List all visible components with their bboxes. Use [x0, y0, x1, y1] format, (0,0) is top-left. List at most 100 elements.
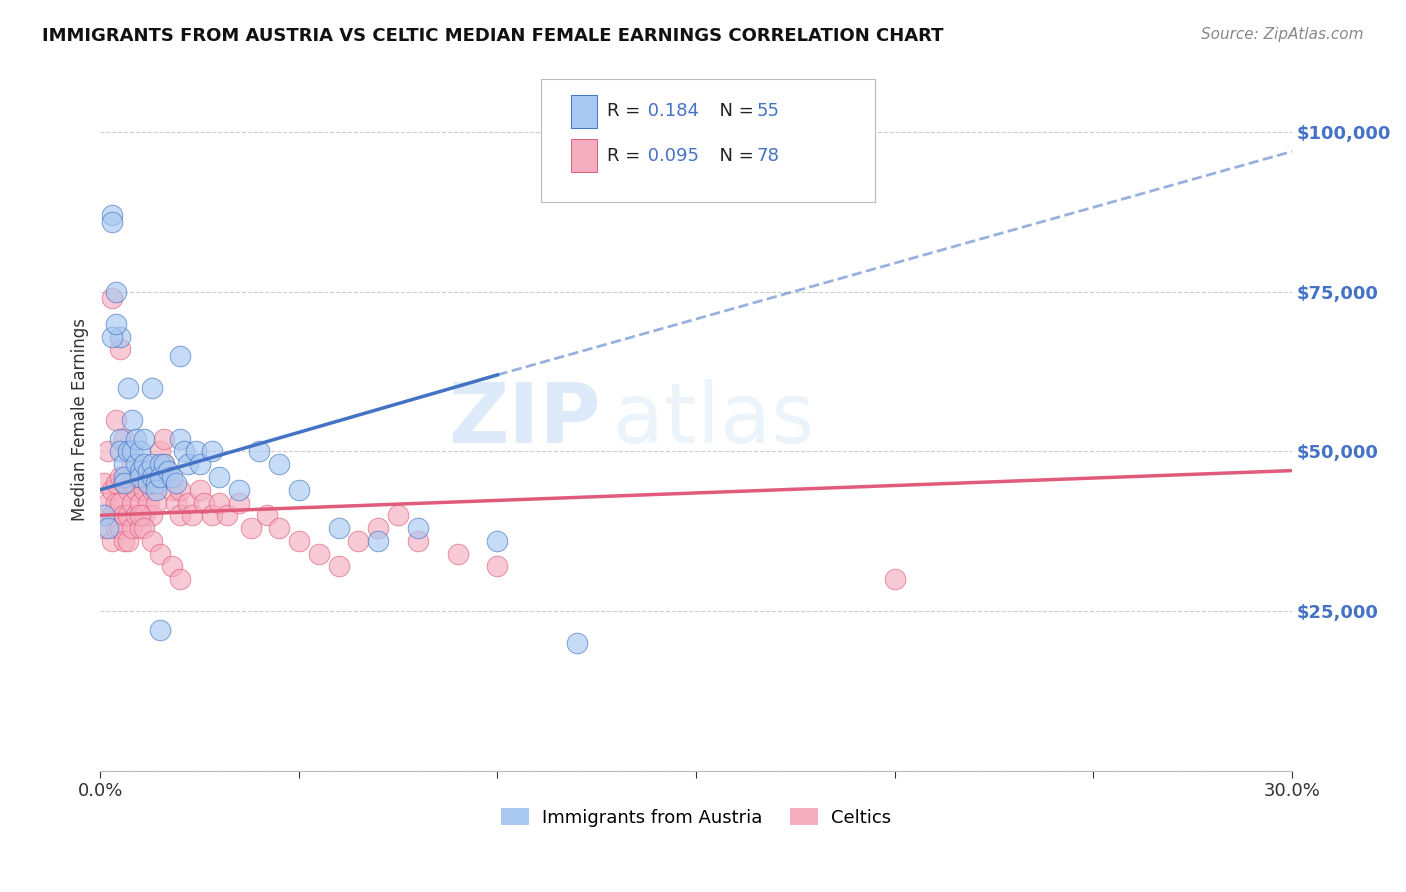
- Point: [129, 444, 152, 458]
- Point: [200, 508, 222, 523]
- Point: [112, 476, 135, 491]
- Point: [125, 432, 148, 446]
- Point: [328, 559, 350, 574]
- Text: 55: 55: [756, 102, 780, 120]
- Text: N =: N =: [709, 146, 759, 165]
- Point: [486, 533, 509, 548]
- Point: [108, 343, 131, 357]
- Point: [486, 559, 509, 574]
- Point: [169, 483, 191, 497]
- Point: [169, 349, 191, 363]
- Point: [132, 508, 155, 523]
- Point: [121, 412, 143, 426]
- Point: [565, 636, 588, 650]
- Point: [328, 521, 350, 535]
- Point: [145, 495, 167, 509]
- Point: [132, 521, 155, 535]
- Point: [97, 521, 120, 535]
- Point: [117, 508, 139, 523]
- Point: [112, 457, 135, 471]
- Point: [141, 381, 163, 395]
- Point: [105, 317, 128, 331]
- Point: [208, 470, 231, 484]
- Point: [125, 508, 148, 523]
- Point: [129, 470, 152, 484]
- Point: [149, 470, 172, 484]
- Point: [256, 508, 278, 523]
- Text: R =: R =: [607, 102, 645, 120]
- Text: Source: ZipAtlas.com: Source: ZipAtlas.com: [1201, 27, 1364, 42]
- Point: [188, 457, 211, 471]
- Point: [177, 495, 200, 509]
- Point: [288, 483, 311, 497]
- Point: [347, 533, 370, 548]
- Point: [101, 208, 124, 222]
- Point: [125, 457, 148, 471]
- Point: [169, 508, 191, 523]
- Point: [367, 533, 389, 548]
- Point: [108, 329, 131, 343]
- FancyBboxPatch shape: [571, 139, 598, 172]
- Point: [165, 495, 187, 509]
- Point: [112, 476, 135, 491]
- Point: [184, 444, 207, 458]
- Point: [141, 533, 163, 548]
- Point: [117, 483, 139, 497]
- Point: [145, 483, 167, 497]
- Point: [108, 432, 131, 446]
- Point: [267, 457, 290, 471]
- Point: [149, 547, 172, 561]
- Point: [121, 457, 143, 471]
- Point: [112, 470, 135, 484]
- Point: [112, 533, 135, 548]
- Point: [117, 533, 139, 548]
- Point: [160, 559, 183, 574]
- Point: [125, 483, 148, 497]
- Point: [129, 464, 152, 478]
- Point: [108, 444, 131, 458]
- FancyBboxPatch shape: [541, 79, 875, 202]
- Point: [121, 495, 143, 509]
- Point: [177, 457, 200, 471]
- Point: [132, 432, 155, 446]
- Point: [200, 444, 222, 458]
- Point: [156, 470, 179, 484]
- Text: R =: R =: [607, 146, 645, 165]
- Point: [153, 457, 176, 471]
- Point: [188, 483, 211, 497]
- Point: [406, 533, 429, 548]
- Point: [240, 521, 263, 535]
- Point: [160, 483, 183, 497]
- Text: 0.095: 0.095: [643, 146, 699, 165]
- Point: [367, 521, 389, 535]
- Point: [217, 508, 239, 523]
- Point: [136, 476, 159, 491]
- Point: [173, 444, 195, 458]
- Point: [141, 483, 163, 497]
- Point: [141, 470, 163, 484]
- Point: [108, 470, 131, 484]
- Point: [308, 547, 330, 561]
- Point: [169, 432, 191, 446]
- Point: [117, 381, 139, 395]
- Point: [132, 483, 155, 497]
- Point: [121, 476, 143, 491]
- Point: [387, 508, 409, 523]
- Point: [93, 521, 115, 535]
- Point: [228, 495, 250, 509]
- Point: [149, 457, 172, 471]
- Point: [101, 291, 124, 305]
- FancyBboxPatch shape: [571, 95, 598, 128]
- Point: [149, 444, 172, 458]
- Point: [288, 533, 311, 548]
- Point: [97, 444, 120, 458]
- Point: [129, 495, 152, 509]
- Point: [105, 521, 128, 535]
- Point: [112, 432, 135, 446]
- Y-axis label: Median Female Earnings: Median Female Earnings: [72, 318, 89, 521]
- Point: [105, 476, 128, 491]
- Point: [149, 470, 172, 484]
- Point: [101, 483, 124, 497]
- Point: [125, 470, 148, 484]
- Point: [153, 457, 176, 471]
